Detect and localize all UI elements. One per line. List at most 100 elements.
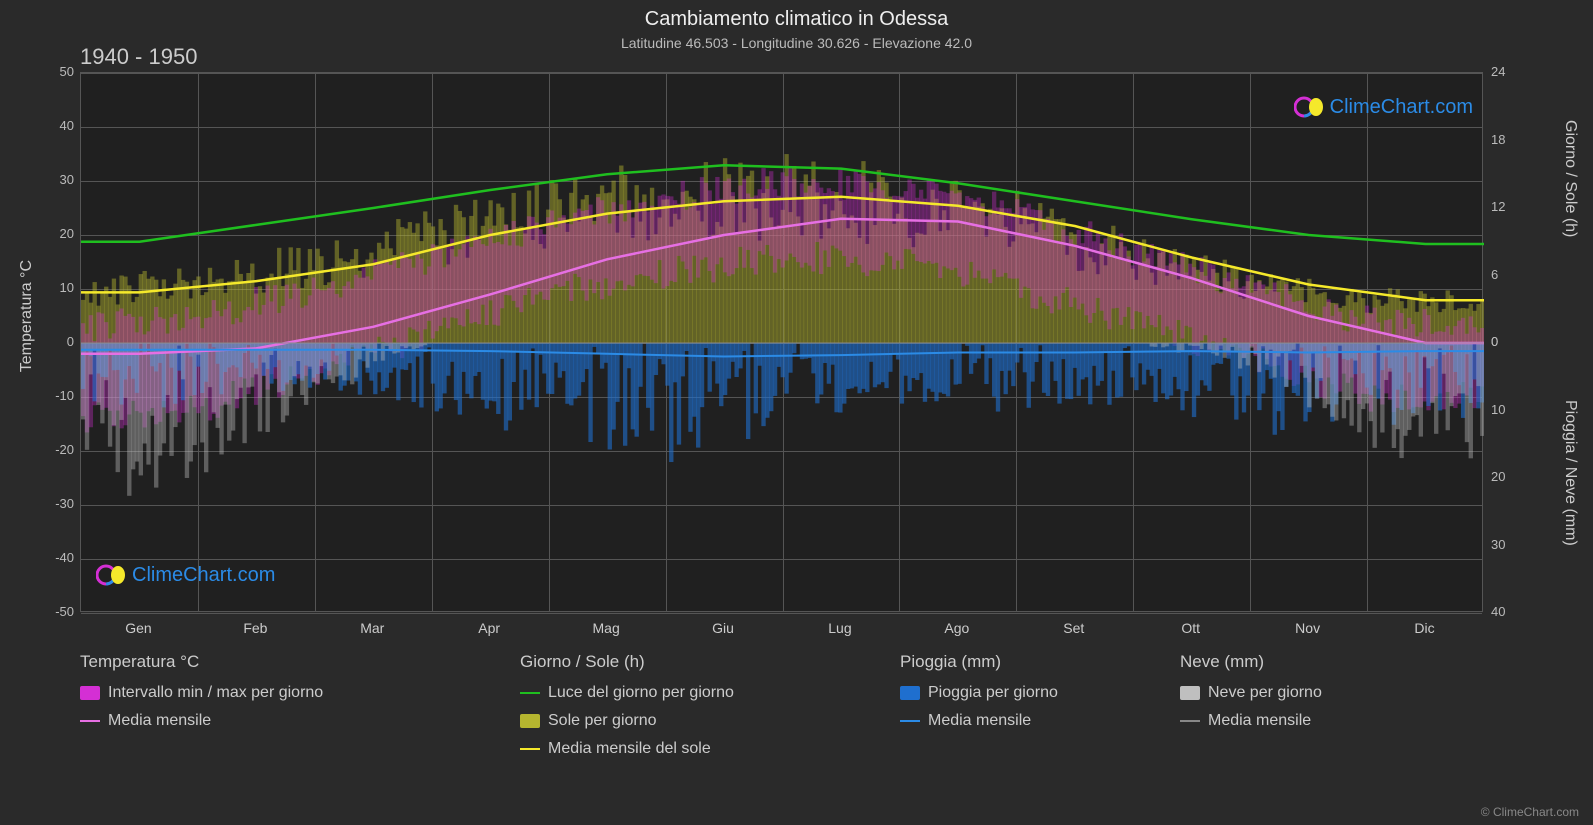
swatch-icon [1180,686,1200,700]
rain-bar [731,343,735,362]
snow-bar [135,343,139,462]
temp-range-bar [538,229,542,291]
temp-range-bar [1061,229,1065,293]
sun-bar [143,271,147,343]
rain-bar [496,343,500,414]
rain-bar [1042,343,1046,393]
snow-bar [369,343,373,352]
temp-range-bar [1246,275,1250,354]
snow-bar [1342,343,1346,418]
temp-range-bar [446,247,450,328]
temp-range-bar [1004,208,1008,273]
sun-bar [758,241,762,343]
line-icon [520,692,540,694]
rain-bar [734,343,738,377]
temp-range-bar [1188,264,1192,328]
snow-bar [1292,343,1296,350]
snow-bar [1476,343,1480,386]
temp-range-bar [815,182,819,242]
snow-bar [1419,343,1423,437]
temp-range-bar [1184,272,1188,325]
rain-bar [1180,343,1184,410]
temp-range-bar [1080,243,1084,303]
temp-range-bar [1011,213,1015,279]
rain-bar [704,343,708,348]
rain-bar [900,343,904,404]
snow-bar [169,343,173,456]
tick-left: 50 [60,64,74,79]
rain-bar [1296,343,1300,396]
snow-bar [1303,343,1307,378]
rain-bar [1142,343,1146,384]
rain-bar [927,343,931,389]
temp-range-bar [819,188,823,274]
temp-range-bar [784,176,788,260]
snow-bar [100,343,104,423]
rain-bar [504,343,508,430]
rain-bar [857,343,861,393]
rain-bar [950,343,954,359]
temp-range-bar [881,190,885,265]
legend-item: Pioggia per giorno [900,684,1058,702]
snow-bar [1399,343,1403,458]
rain-bar [512,343,516,382]
rain-bar [854,343,858,387]
temp-range-bar [638,203,642,274]
snow-bar [223,343,227,405]
temp-range-bar [611,202,615,289]
rain-bar [1007,343,1011,371]
snow-bar [146,343,150,465]
snow-bar [1334,343,1338,420]
temp-range-bar [827,188,831,267]
legend-label: Intervallo min / max per giorno [108,684,323,702]
temp-range-bar [761,168,765,255]
snow-bar [143,343,147,443]
snow-bar [173,343,177,427]
rain-bar [765,343,769,418]
temp-range-bar [1203,276,1207,335]
rain-bar [558,343,562,378]
month-label: Lug [828,620,851,636]
snow-bar [1269,343,1273,350]
rain-bar [677,343,681,445]
snow-bar [358,343,362,359]
snow-bar [1180,343,1184,351]
rain-bar [596,343,600,353]
temp-range-bar [919,190,923,262]
logo-icon [1294,92,1324,122]
temp-range-bar [1119,233,1123,324]
temp-range-bar [1230,288,1234,345]
rain-bar [635,343,639,437]
rain-bar [923,343,927,402]
tick-right-bottom: 20 [1491,469,1505,484]
temp-range-bar [412,268,416,330]
temp-range-bar [1223,278,1227,338]
temp-range-bar [573,213,577,274]
rain-bar [834,343,838,412]
temp-range-bar [492,243,496,325]
rain-bar [1103,343,1107,352]
temp-range-bar [765,189,769,245]
temp-range-bar [727,179,731,277]
snow-bar [1480,343,1484,436]
plot-svg [81,73,1484,613]
temp-range-bar [792,179,796,257]
rain-bar [1292,343,1296,393]
snow-bar [1165,343,1169,346]
rain-bar [615,343,619,402]
snow-bar [1284,343,1288,387]
logo-bottom: ClimeChart.com [96,560,275,590]
month-label: Gen [125,620,151,636]
rain-bar [654,343,658,375]
rain-bar [1146,343,1150,370]
rain-bar [992,343,996,397]
legend-label: Pioggia per giorno [928,684,1058,702]
temp-range-bar [950,191,954,270]
rain-bar [784,343,788,394]
legend-item: Neve per giorno [1180,684,1322,702]
snow-bar [192,343,196,445]
chart-title: Cambiamento climatico in Odessa [0,0,1593,31]
temp-range-bar [915,198,919,261]
rain-bar [819,343,823,395]
snow-bar [296,343,300,361]
